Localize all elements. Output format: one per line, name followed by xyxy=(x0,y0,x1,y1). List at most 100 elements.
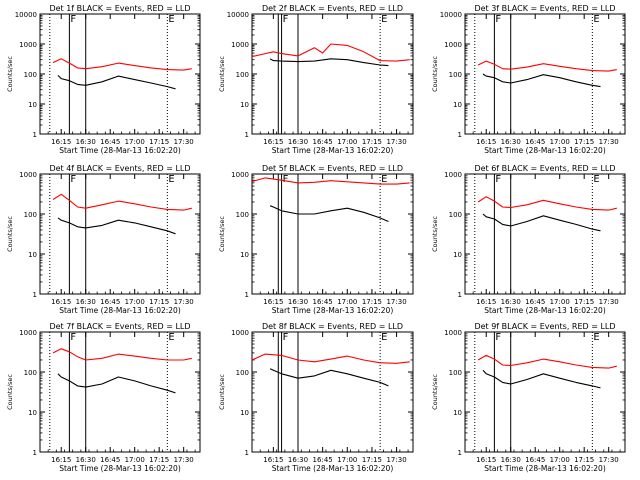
panel-9-x-tick-label: 16:45 xyxy=(525,456,545,464)
panel-8-lld-series-line xyxy=(251,353,410,364)
panel-4-x-axis-label: Start Time (28-Mar-13 16:02:20) xyxy=(59,306,181,315)
panel-3-events-series-line xyxy=(482,73,601,88)
panel-9-x-tick-label: 17:15 xyxy=(574,456,594,464)
panel-2-marker-label-E: E xyxy=(381,14,387,25)
panel-8-y-tick-label: 1000 xyxy=(231,329,249,337)
panel-9-y-tick-label: 100 xyxy=(449,369,462,377)
panel-3-lld-series-line xyxy=(477,60,617,72)
panel-4-y-tick-label: 1000 xyxy=(19,171,37,179)
panel-4-frame xyxy=(39,173,201,295)
panel-3-x-tick-label: 17:30 xyxy=(599,138,619,146)
panel-5-y-tick-label: 1 xyxy=(245,291,249,299)
panel-9-x-tick-label: 16:15 xyxy=(476,456,496,464)
panel-2-y-axis-label: Counts/sec xyxy=(218,56,226,92)
panel-5-frame xyxy=(251,173,414,295)
panel-1-x-tick-label: 17:15 xyxy=(149,138,169,146)
panel-6-x-tick-label: 17:30 xyxy=(599,298,619,306)
panel-9-x-tick-label: 16:30 xyxy=(501,456,521,464)
panel-7-lld-series-line xyxy=(52,348,192,361)
panel-6-y-axis-label: Counts/sec xyxy=(431,216,439,252)
panel-6-marker-label-F: F xyxy=(495,174,501,185)
panel-3-y-tick-label: 1 xyxy=(458,131,462,139)
panel-4-x-tick-label: 17:00 xyxy=(125,298,145,306)
panel-1-x-tick-label: 16:15 xyxy=(51,138,71,146)
panel-8-title: Det 8f BLACK = Events, RED = LLD xyxy=(262,322,403,331)
panel-9-y-tick-label: 1000 xyxy=(444,329,462,337)
panel-7-y-tick-label: 10 xyxy=(28,409,37,417)
panel-5-events-series-line xyxy=(269,205,389,223)
panel-8-y-tick-label: 100 xyxy=(236,369,249,377)
panel-8-x-axis-label: Start Time (28-Mar-13 16:02:20) xyxy=(272,464,394,473)
panel-9-frame xyxy=(464,331,626,453)
panel-5-y-tick-label: 10 xyxy=(240,251,249,259)
panel-5-x-tick-label: 16:45 xyxy=(313,298,333,306)
panel-3-x-tick-label: 17:15 xyxy=(574,138,594,146)
panel-7-title: Det 7f BLACK = Events, RED = LLD xyxy=(49,322,190,331)
panel-2-y-tick-label: 1 xyxy=(245,131,249,139)
panel-6-x-tick-label: 16:45 xyxy=(525,298,545,306)
panel-5-lld-series-line xyxy=(251,177,410,185)
panel-9-y-tick-label: 10 xyxy=(453,409,462,417)
panel-4-x-tick-label: 16:15 xyxy=(51,298,71,306)
panel-5-y-tick-label: 1000 xyxy=(231,171,249,179)
panel-5-x-tick-label: 16:30 xyxy=(288,298,308,306)
panel-1-marker-label-E: E xyxy=(168,14,174,25)
panel-1-y-tick-label: 1000 xyxy=(19,41,37,49)
panel-9-x-tick-label: 17:00 xyxy=(550,456,570,464)
panel-6-x-tick-label: 17:15 xyxy=(574,298,594,306)
panel-7-x-tick-label: 17:30 xyxy=(174,456,194,464)
panel-7-y-tick-label: 100 xyxy=(24,369,37,377)
panel-2-title: Det 2f BLACK = Events, RED = LLD xyxy=(262,4,403,13)
panel-1-y-tick-label: 10 xyxy=(28,101,37,109)
panel-9-title: Det 9f BLACK = Events, RED = LLD xyxy=(474,322,615,331)
panel-3-x-axis-label: Start Time (28-Mar-13 16:02:20) xyxy=(484,146,606,155)
panel-4-lld-series-line xyxy=(52,193,192,211)
panel-8-y-axis-label: Counts/sec xyxy=(218,374,226,410)
panel-2-x-tick-label: 17:30 xyxy=(386,138,406,146)
panel-1-marker-label-F: F xyxy=(70,14,76,25)
panel-2-y-tick-label: 10 xyxy=(240,101,249,109)
panel-7-events-series-line xyxy=(57,373,176,394)
panel-7-x-tick-label: 17:15 xyxy=(149,456,169,464)
panel-1-lld-series-line xyxy=(52,58,192,71)
panel-4-x-tick-label: 17:15 xyxy=(149,298,169,306)
panel-8-y-tick-label: 10 xyxy=(240,409,249,417)
panel-2-events-series-line xyxy=(269,58,389,67)
panel-9-marker-label-E: E xyxy=(593,332,599,343)
panel-1-frame xyxy=(39,13,201,135)
panel-3-y-tick-label: 10000 xyxy=(440,11,462,19)
panel-6-x-tick-label: 17:00 xyxy=(550,298,570,306)
panel-7-x-tick-label: 17:00 xyxy=(125,456,145,464)
panel-3-y-axis-label: Counts/sec xyxy=(431,56,439,92)
panel-2-y-tick-label: 100 xyxy=(236,71,249,79)
panel-6-x-axis-label: Start Time (28-Mar-13 16:02:20) xyxy=(484,306,606,315)
panel-3-y-tick-label: 1000 xyxy=(444,41,462,49)
panel-3-x-tick-label: 17:00 xyxy=(550,138,570,146)
panel-1-y-tick-label: 1 xyxy=(33,131,37,139)
panel-4-x-tick-label: 16:45 xyxy=(100,298,120,306)
panel-4-y-tick-label: 1 xyxy=(33,291,37,299)
panel-2-frame xyxy=(251,13,414,135)
panel-9-y-tick-label: 1 xyxy=(458,449,462,457)
panel-8-x-tick-label: 16:15 xyxy=(263,456,283,464)
panel-7-x-tick-label: 16:30 xyxy=(76,456,96,464)
panel-7-y-axis-label: Counts/sec xyxy=(6,374,14,410)
panel-9-events-series-line xyxy=(482,369,601,389)
panel-5-x-tick-label: 17:30 xyxy=(386,298,406,306)
panel-9-marker-label-F: F xyxy=(495,332,501,343)
panel-3-marker-label-F: F xyxy=(495,14,501,25)
panel-2-marker-label-F: F xyxy=(283,14,289,25)
panel-7-y-tick-label: 1 xyxy=(33,449,37,457)
panel-1-x-tick-label: 17:00 xyxy=(125,138,145,146)
panel-7-marker-label-F: F xyxy=(70,332,76,343)
panel-3-x-tick-label: 16:15 xyxy=(476,138,496,146)
panel-2-x-tick-label: 16:45 xyxy=(313,138,333,146)
panel-1-x-tick-label: 16:45 xyxy=(100,138,120,146)
panel-5-y-axis-label: Counts/sec xyxy=(218,216,226,252)
panel-7-frame xyxy=(39,331,201,453)
panel-6-x-tick-label: 16:30 xyxy=(501,298,521,306)
panel-1-y-axis-label: Counts/sec xyxy=(6,56,14,92)
panel-7-y-tick-label: 1000 xyxy=(19,329,37,337)
panel-4-y-tick-label: 10 xyxy=(28,251,37,259)
